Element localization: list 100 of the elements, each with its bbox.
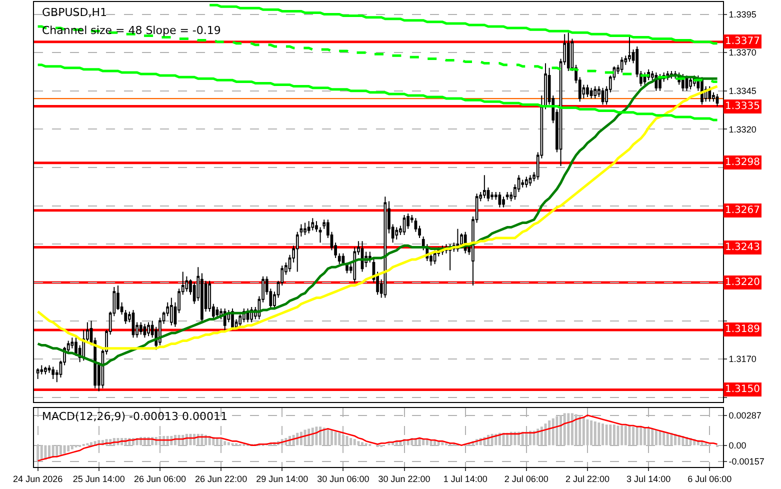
text: Channel size = 48 Slope = -0.19 — [42, 24, 221, 37]
bar — [40, 445, 43, 460]
bar — [574, 414, 578, 446]
candlestick — [384, 196, 387, 298]
bar — [563, 413, 566, 446]
bar — [552, 418, 554, 446]
bar — [609, 424, 612, 446]
bar — [311, 428, 314, 446]
bar — [70, 445, 74, 450]
candlestick — [307, 220, 310, 234]
bar — [224, 441, 226, 446]
bar — [640, 426, 642, 446]
bar — [628, 426, 631, 446]
candlestick — [44, 366, 47, 375]
bar — [602, 424, 604, 446]
x-tick-label: 1 Jul 14:00 — [443, 474, 488, 484]
bar — [594, 421, 596, 446]
candlestick — [346, 262, 348, 274]
x-tick-label: 26 Jun 06:00 — [134, 474, 186, 484]
ref-line-label: 1.3243 — [725, 242, 760, 253]
bar — [636, 426, 638, 446]
ref-line-label: 1.3150 — [725, 384, 760, 395]
bar — [540, 426, 543, 446]
bar — [204, 434, 208, 446]
ref-line-label: 1.3335 — [725, 101, 760, 112]
bar — [315, 426, 318, 446]
y-tick-label: -0.00157 — [728, 456, 764, 467]
candlestick — [143, 323, 146, 338]
ref-line-label: 1.3220 — [725, 277, 760, 288]
bar — [570, 413, 574, 446]
bar — [590, 420, 593, 446]
ref-line-label: 1.3267 — [725, 205, 760, 216]
candlestick — [304, 222, 306, 236]
bar — [361, 442, 364, 446]
x-tick-label: 24 Jun 2026 — [13, 474, 63, 484]
y-tick-label: 1.3395 — [728, 9, 756, 20]
candlestick — [216, 306, 219, 318]
bar — [532, 430, 536, 446]
candlestick — [566, 32, 570, 72]
bar — [353, 439, 356, 446]
x-tick-label: 2 Jul 22:00 — [565, 474, 610, 484]
line-series — [36, 64, 719, 122]
bar — [560, 415, 562, 446]
bar — [536, 428, 540, 446]
candlestick — [368, 251, 372, 264]
bar — [304, 430, 306, 446]
y-tick-label: 0.00 — [728, 440, 746, 450]
candlestick — [620, 56, 624, 73]
bar — [658, 430, 662, 446]
bar — [319, 426, 322, 446]
ref-line-label: 1.3189 — [725, 324, 760, 335]
x-tick-label: 3 Jul 14:00 — [626, 474, 671, 484]
bar — [357, 441, 360, 446]
bar — [227, 442, 230, 446]
candlestick — [170, 297, 173, 326]
bar — [651, 428, 654, 446]
x-tick-label: 30 Jun 22:00 — [378, 474, 430, 484]
candlestick — [586, 84, 589, 98]
bar — [90, 442, 92, 446]
y-tick-label: 0.00287 — [728, 410, 762, 421]
bar — [612, 424, 616, 446]
chart-title: MACD(12,26,9) -0.00013 0.00011 — [42, 410, 228, 423]
candlestick — [524, 176, 528, 188]
candlestick — [498, 192, 502, 208]
candlestick — [402, 214, 406, 236]
bar — [624, 426, 627, 446]
bar — [598, 422, 600, 446]
x-tick-label: 25 Jun 14:00 — [72, 474, 125, 484]
x-tick-label: 2 Jul 06:00 — [504, 474, 548, 484]
y-tick-label: 1.3345 — [728, 86, 756, 96]
ref-line-label: 1.3377 — [725, 36, 760, 47]
bar — [556, 416, 558, 446]
bar — [578, 416, 582, 446]
bar — [326, 428, 330, 446]
ref-line-label: 1.3298 — [725, 157, 760, 168]
bar — [67, 445, 70, 452]
bar — [220, 439, 222, 446]
x-tick-label: 30 Jun 06:00 — [317, 474, 370, 484]
candlestick — [689, 76, 692, 90]
candlestick — [544, 62, 547, 110]
bar — [63, 445, 66, 454]
bar — [308, 428, 310, 446]
candlestick — [594, 86, 597, 100]
candlestick — [311, 218, 314, 231]
bar — [338, 432, 341, 446]
bar — [441, 442, 444, 446]
x-tick-label: 29 Jun 14:00 — [256, 474, 308, 484]
bar — [56, 445, 58, 457]
candlestick — [490, 192, 494, 200]
bar — [36, 445, 40, 461]
candlestick — [132, 310, 135, 338]
candlestick — [506, 192, 509, 200]
bar — [350, 438, 352, 446]
bar — [654, 430, 658, 446]
bar — [632, 426, 635, 446]
bar — [616, 426, 620, 446]
candlestick — [395, 226, 398, 240]
bar — [605, 424, 608, 446]
candlestick — [338, 252, 341, 265]
bar — [334, 432, 337, 446]
